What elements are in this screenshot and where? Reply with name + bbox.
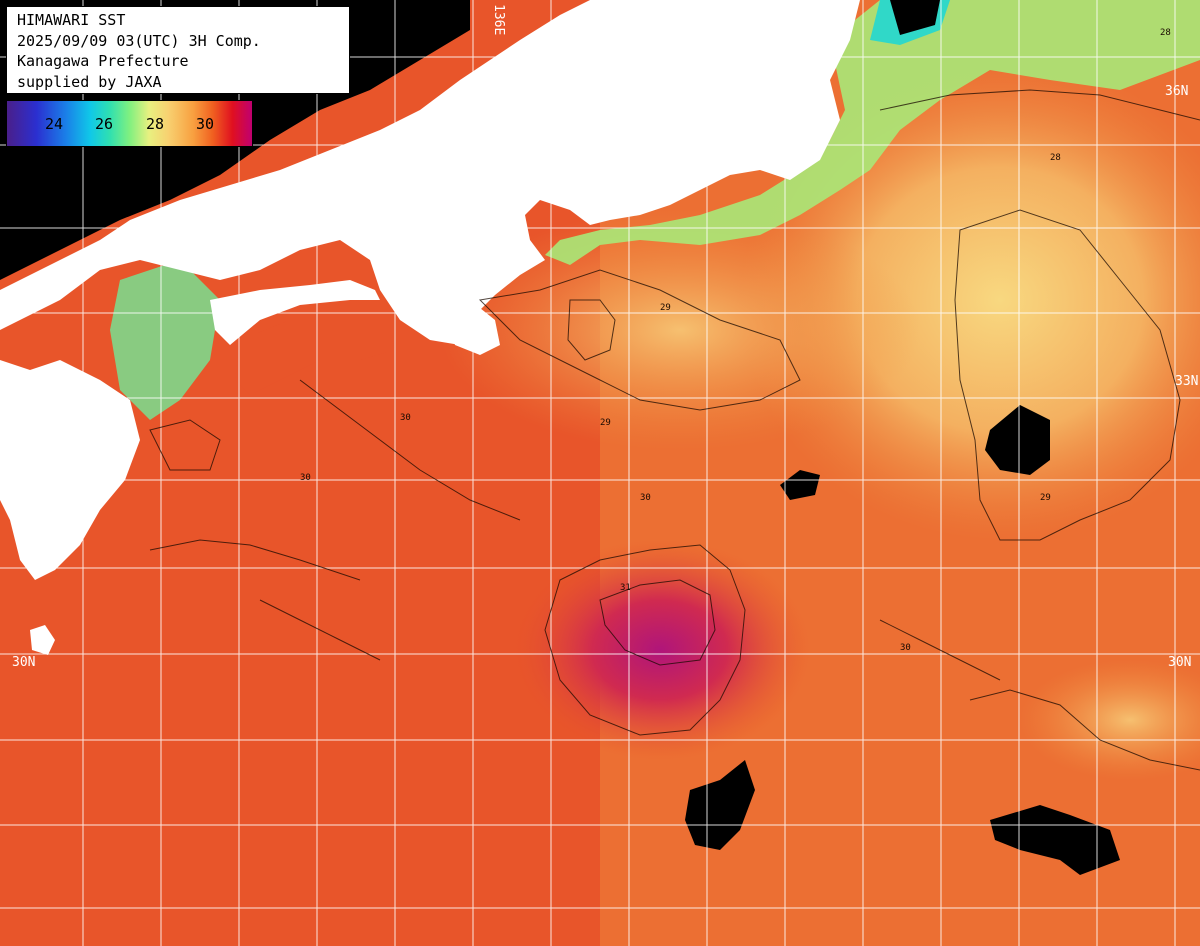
isotherm-contours — [149, 89, 1200, 771]
map-region: Kanagawa Prefecture — [17, 52, 189, 70]
land-honshu — [0, 0, 860, 345]
no-data-southeast-cloud — [990, 805, 1120, 875]
land-noto — [480, 155, 505, 190]
contour-label: 28 — [1160, 28, 1171, 38]
mild-water-east-band — [1020, 660, 1200, 780]
map-timestamp: 2025/09/09 03(UTC) 3H Comp. — [17, 31, 261, 50]
contour-label: 29 — [660, 303, 671, 313]
no-data-central-cloud — [780, 470, 820, 500]
contour-label: 29 — [1040, 493, 1051, 503]
legend-tick-24: 24 — [45, 115, 64, 133]
mild-water-northeast — [740, 60, 1200, 540]
contour-label: 30 — [400, 413, 411, 423]
land-kyushu — [0, 360, 140, 580]
cool-shelf-northeast — [545, 0, 1200, 265]
land-tanegashima — [30, 625, 55, 655]
contour-label: 30 — [300, 473, 311, 483]
no-data-east-cloud — [985, 405, 1050, 475]
latitude-label-33n: 33N — [1175, 374, 1198, 389]
contour-label: 30 — [900, 643, 911, 653]
mild-water-central — [440, 210, 920, 450]
map-title-box: HIMAWARI SST 2025/09/09 03(UTC) 3H Comp.… — [6, 6, 350, 94]
temperature-color-legend: 24 26 28 30 — [6, 100, 253, 147]
latitude-label-30n-left: 30N — [12, 655, 35, 670]
contour-label: 30 — [640, 493, 651, 503]
contour-label: 31 — [620, 583, 631, 593]
legend-tick-26: 26 — [95, 115, 114, 133]
latitude-label-30n-right: 30N — [1168, 655, 1191, 670]
hot-core-region — [510, 540, 810, 760]
cool-shelf-inland-sea — [110, 260, 220, 420]
map-title: HIMAWARI SST — [17, 11, 126, 29]
map-source: supplied by JAXA — [17, 72, 162, 91]
land-shikoku-shape — [210, 280, 380, 345]
contour-label-group: 28 29 29 30 30 31 30 29 28 30 — [300, 28, 1171, 653]
longitude-label-136e: 136E — [491, 4, 506, 35]
contour-label: 28 — [1050, 153, 1061, 163]
legend-tick-28: 28 — [146, 115, 165, 133]
no-data-northeast-corner — [890, 0, 940, 35]
legend-tick-30: 30 — [196, 115, 215, 133]
land-kii-peninsula — [440, 300, 500, 355]
latitude-label-36n: 36N — [1165, 84, 1188, 99]
land-shikoku — [235, 300, 395, 395]
contour-label: 29 — [600, 418, 611, 428]
no-data-south-cloud — [685, 760, 755, 850]
